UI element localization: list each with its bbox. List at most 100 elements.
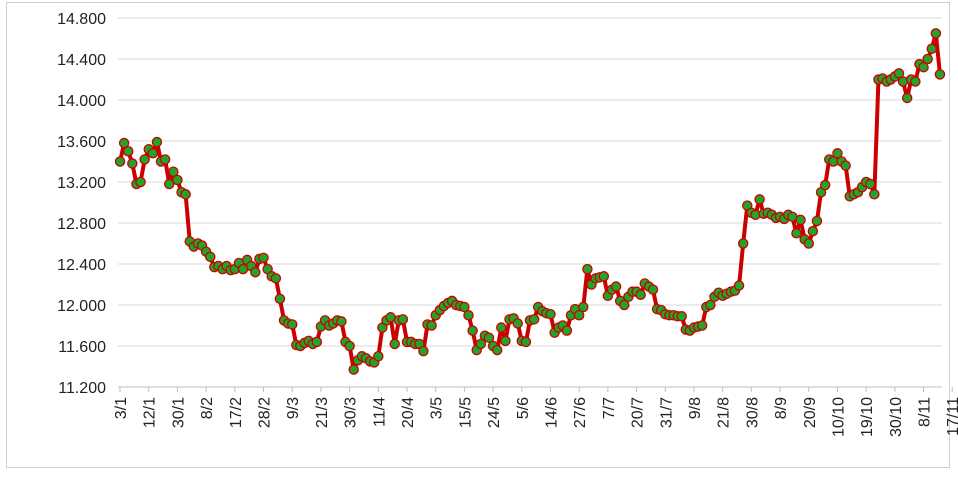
x-tick-label: 3/1 <box>113 397 130 419</box>
data-point <box>803 238 815 249</box>
data-point <box>500 335 511 347</box>
data-point <box>204 251 216 263</box>
y-tick-label: 12.800 <box>57 216 106 233</box>
data-point <box>274 293 286 305</box>
y-tick-label: 12.000 <box>57 298 106 315</box>
data-point <box>483 332 495 344</box>
data-point <box>373 350 384 362</box>
y-tick-label: 11.600 <box>58 339 106 356</box>
data-point <box>336 316 347 327</box>
data-point <box>930 28 942 39</box>
data-point <box>520 336 532 348</box>
data-point <box>918 61 929 73</box>
data-point <box>545 308 556 320</box>
data-point <box>286 319 298 330</box>
x-tick-label: 20/4 <box>400 397 417 428</box>
data-point <box>163 178 175 190</box>
data-point <box>114 156 126 167</box>
x-axis <box>118 386 953 392</box>
x-tick-label: 3/5 <box>429 397 446 419</box>
data-point <box>840 160 851 171</box>
x-tick-label: 14/6 <box>543 397 560 428</box>
data-point <box>528 314 540 325</box>
x-tick-label: 19/10 <box>859 397 876 437</box>
data-point <box>811 215 823 227</box>
x-tick-label: 8/2 <box>199 397 216 419</box>
x-tick-label: 7/7 <box>601 397 618 419</box>
y-tick-label: 13.600 <box>57 134 106 151</box>
data-point <box>159 154 171 165</box>
data-point <box>512 318 523 329</box>
data-point <box>901 92 913 104</box>
data-point <box>598 271 610 282</box>
y-tick-label: 12.400 <box>57 257 106 274</box>
data-point <box>696 320 708 331</box>
y-axis-tick-labels: 11.200 11.600 12.000 12.400 12.800 13.200 13.6… <box>57 11 106 397</box>
data-point <box>934 69 946 80</box>
data-point <box>737 238 749 249</box>
data-point <box>705 299 716 311</box>
data-point <box>397 314 409 325</box>
data-point <box>180 189 191 200</box>
x-tick-label: 31/7 <box>658 397 675 428</box>
data-point <box>791 227 802 239</box>
x-tick-label: 28/2 <box>257 397 274 428</box>
y-tick-label: 11.200 <box>58 380 106 397</box>
data-point <box>578 301 589 313</box>
data-point <box>122 145 134 157</box>
data-point <box>922 53 933 65</box>
data-point <box>250 266 261 278</box>
series-group <box>114 28 946 375</box>
data-point <box>926 43 938 55</box>
x-tick-label: 20/7 <box>630 397 647 428</box>
x-tick-label: 12/1 <box>142 397 159 428</box>
data-point <box>807 225 819 237</box>
x-axis-tick-labels: 3/1 12/1 30/1 8/2 17/2 28/2 9/3 21/3 30/3 11/4 20/… <box>113 397 958 437</box>
x-tick-label: 11/4 <box>371 397 388 427</box>
x-tick-label: 20/9 <box>802 397 819 428</box>
data-point <box>832 148 843 159</box>
data-point <box>475 338 487 350</box>
data-point <box>139 154 150 165</box>
data-point <box>127 158 138 169</box>
data-point <box>635 289 646 300</box>
data-point <box>795 214 806 226</box>
x-tick-label: 30/8 <box>744 397 761 428</box>
data-point <box>270 273 282 284</box>
x-tick-label: 27/6 <box>572 397 589 428</box>
data-point <box>819 179 831 191</box>
x-tick-label: 21/3 <box>314 397 331 428</box>
data-point <box>463 309 474 321</box>
data-point <box>258 252 269 264</box>
data-point <box>561 325 573 336</box>
x-tick-label: 21/8 <box>716 397 733 428</box>
data-point <box>754 194 765 205</box>
data-point <box>168 166 179 177</box>
x-tick-label: 8/9 <box>773 397 790 419</box>
y-tick-label: 14.000 <box>57 93 106 110</box>
data-point <box>467 325 478 336</box>
data-point <box>491 344 503 356</box>
data-point <box>426 320 437 331</box>
data-point <box>582 263 593 275</box>
data-point <box>676 311 687 322</box>
x-tick-label: 17/11 <box>945 397 958 436</box>
data-point <box>135 176 146 188</box>
x-tick-label: 8/11 <box>917 397 934 427</box>
data-point <box>865 178 876 190</box>
data-point <box>610 281 622 292</box>
data-point <box>573 309 585 321</box>
data-point <box>389 338 400 350</box>
data-point <box>910 76 921 87</box>
y-tick-label: 14.400 <box>57 52 106 69</box>
y-tick-label: 13.200 <box>57 175 106 192</box>
data-point <box>733 280 745 291</box>
y-tick-label: 14.800 <box>57 11 106 28</box>
data-point <box>647 284 659 295</box>
data-point <box>619 299 630 311</box>
data-point <box>118 137 130 149</box>
data-point <box>869 189 880 200</box>
x-tick-label: 30/1 <box>170 397 187 428</box>
data-point <box>147 148 159 159</box>
